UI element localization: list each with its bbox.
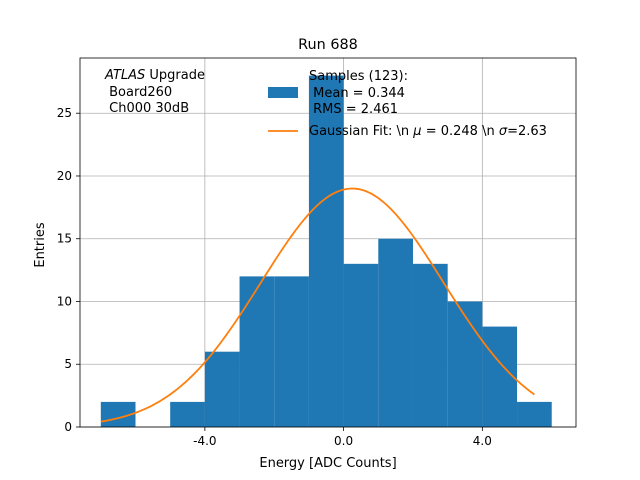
histogram-bar	[378, 238, 413, 427]
y-tick-label: 20	[57, 169, 72, 183]
axis-ticks: -4.0 0.0 4.0 0 5 10 15 20 25	[57, 106, 492, 448]
legend-samples-line-3: RMS = 2.461	[309, 102, 398, 117]
histogram-bar	[204, 351, 240, 427]
board-label: Board260	[105, 85, 172, 100]
histogram-bar	[170, 401, 205, 427]
legend-samples-line-1: Samples (123):	[309, 69, 408, 84]
histogram-bar	[447, 301, 483, 427]
y-tick-label: 10	[57, 294, 72, 308]
gaussian-fit-line	[100, 187, 535, 423]
legend-fit-prefix: Gaussian Fit: \n	[309, 124, 413, 139]
legend: Samples (123): Mean = 0.344 RMS = 2.461 …	[268, 69, 547, 139]
y-tick-label: 25	[57, 106, 72, 120]
histogram-bar	[343, 263, 379, 427]
x-tick-label: 0.0	[334, 434, 353, 448]
legend-samples-line-2: Mean = 0.344	[309, 86, 405, 101]
axes-frame	[79, 57, 577, 428]
y-tick-label: 0	[64, 420, 72, 434]
channel-label: Ch000 30dB	[105, 101, 189, 116]
histogram-bar	[517, 401, 552, 427]
legend-fit-sigma-value: =2.63	[507, 124, 547, 139]
histogram-bar	[239, 276, 275, 427]
atlas-word: ATLAS	[104, 68, 145, 83]
legend-fit-label: Gaussian Fit: \n μ = 0.248 \n σ=2.63	[309, 124, 547, 139]
y-axis-label: Entries	[33, 222, 48, 268]
histogram-bar	[482, 326, 518, 427]
legend-fit-sigma-symbol: σ	[499, 124, 508, 139]
gaussian-fit	[100, 187, 535, 423]
histogram-bar	[412, 263, 448, 427]
x-tick-label: 4.0	[473, 434, 492, 448]
y-tick-label: 15	[57, 232, 72, 246]
histogram-bar	[308, 75, 344, 428]
y-tick-label: 5	[64, 357, 72, 371]
histogram-bars	[100, 75, 552, 428]
upgrade-word: Upgrade	[145, 68, 205, 83]
legend-fit-mu-symbol: μ	[412, 124, 421, 139]
histogram-bar	[274, 276, 309, 427]
legend-samples-swatch	[268, 87, 298, 98]
atlas-label: ATLAS Upgrade	[104, 68, 205, 83]
atlas-annotation: ATLAS Upgrade Board260 Ch000 30dB	[104, 68, 205, 116]
x-axis-label: Energy [ADC Counts]	[259, 456, 396, 471]
chart-title: Run 688	[298, 37, 358, 53]
legend-fit-mu-value: = 0.248 \n	[422, 124, 499, 139]
x-tick-label: -4.0	[193, 434, 216, 448]
